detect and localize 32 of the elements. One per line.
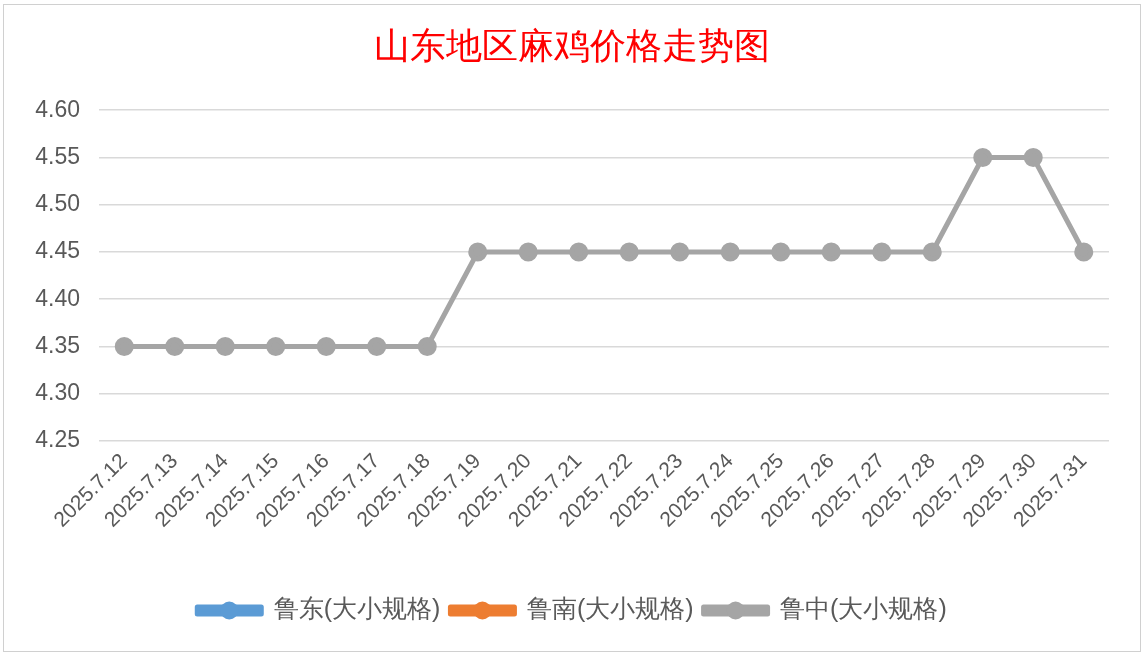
y-tick-label: 4.55 [35, 142, 80, 169]
point [266, 336, 286, 356]
point [821, 242, 841, 262]
point [215, 336, 235, 356]
legend-label: 鲁南(大小规格) [526, 594, 694, 623]
y-tick-label: 4.45 [35, 237, 80, 264]
y-tick-label: 4.30 [35, 379, 80, 406]
point [720, 242, 740, 262]
point [417, 336, 437, 356]
point [1023, 147, 1043, 167]
y-tick-label: 4.50 [35, 190, 80, 217]
point [973, 147, 993, 167]
point [771, 242, 791, 262]
y-tick-label: 4.60 [35, 95, 80, 122]
legend-label: 鲁东(大小规格) [273, 594, 441, 623]
point [165, 336, 185, 356]
y-tick-label: 4.35 [35, 331, 80, 358]
point [569, 242, 589, 262]
point [468, 242, 488, 262]
point [619, 242, 639, 262]
point [316, 336, 336, 356]
point [367, 336, 387, 356]
y-tick-label: 4.40 [35, 284, 80, 311]
point [872, 242, 892, 262]
legend-label: 鲁中(大小规格) [780, 594, 947, 623]
point [1074, 242, 1094, 262]
point [518, 242, 538, 262]
y-tick-label: 4.25 [35, 426, 80, 453]
chart-title: 山东地区麻鸡价格走势图 [374, 26, 770, 67]
point [114, 336, 134, 356]
point [670, 242, 690, 262]
point [922, 242, 942, 262]
